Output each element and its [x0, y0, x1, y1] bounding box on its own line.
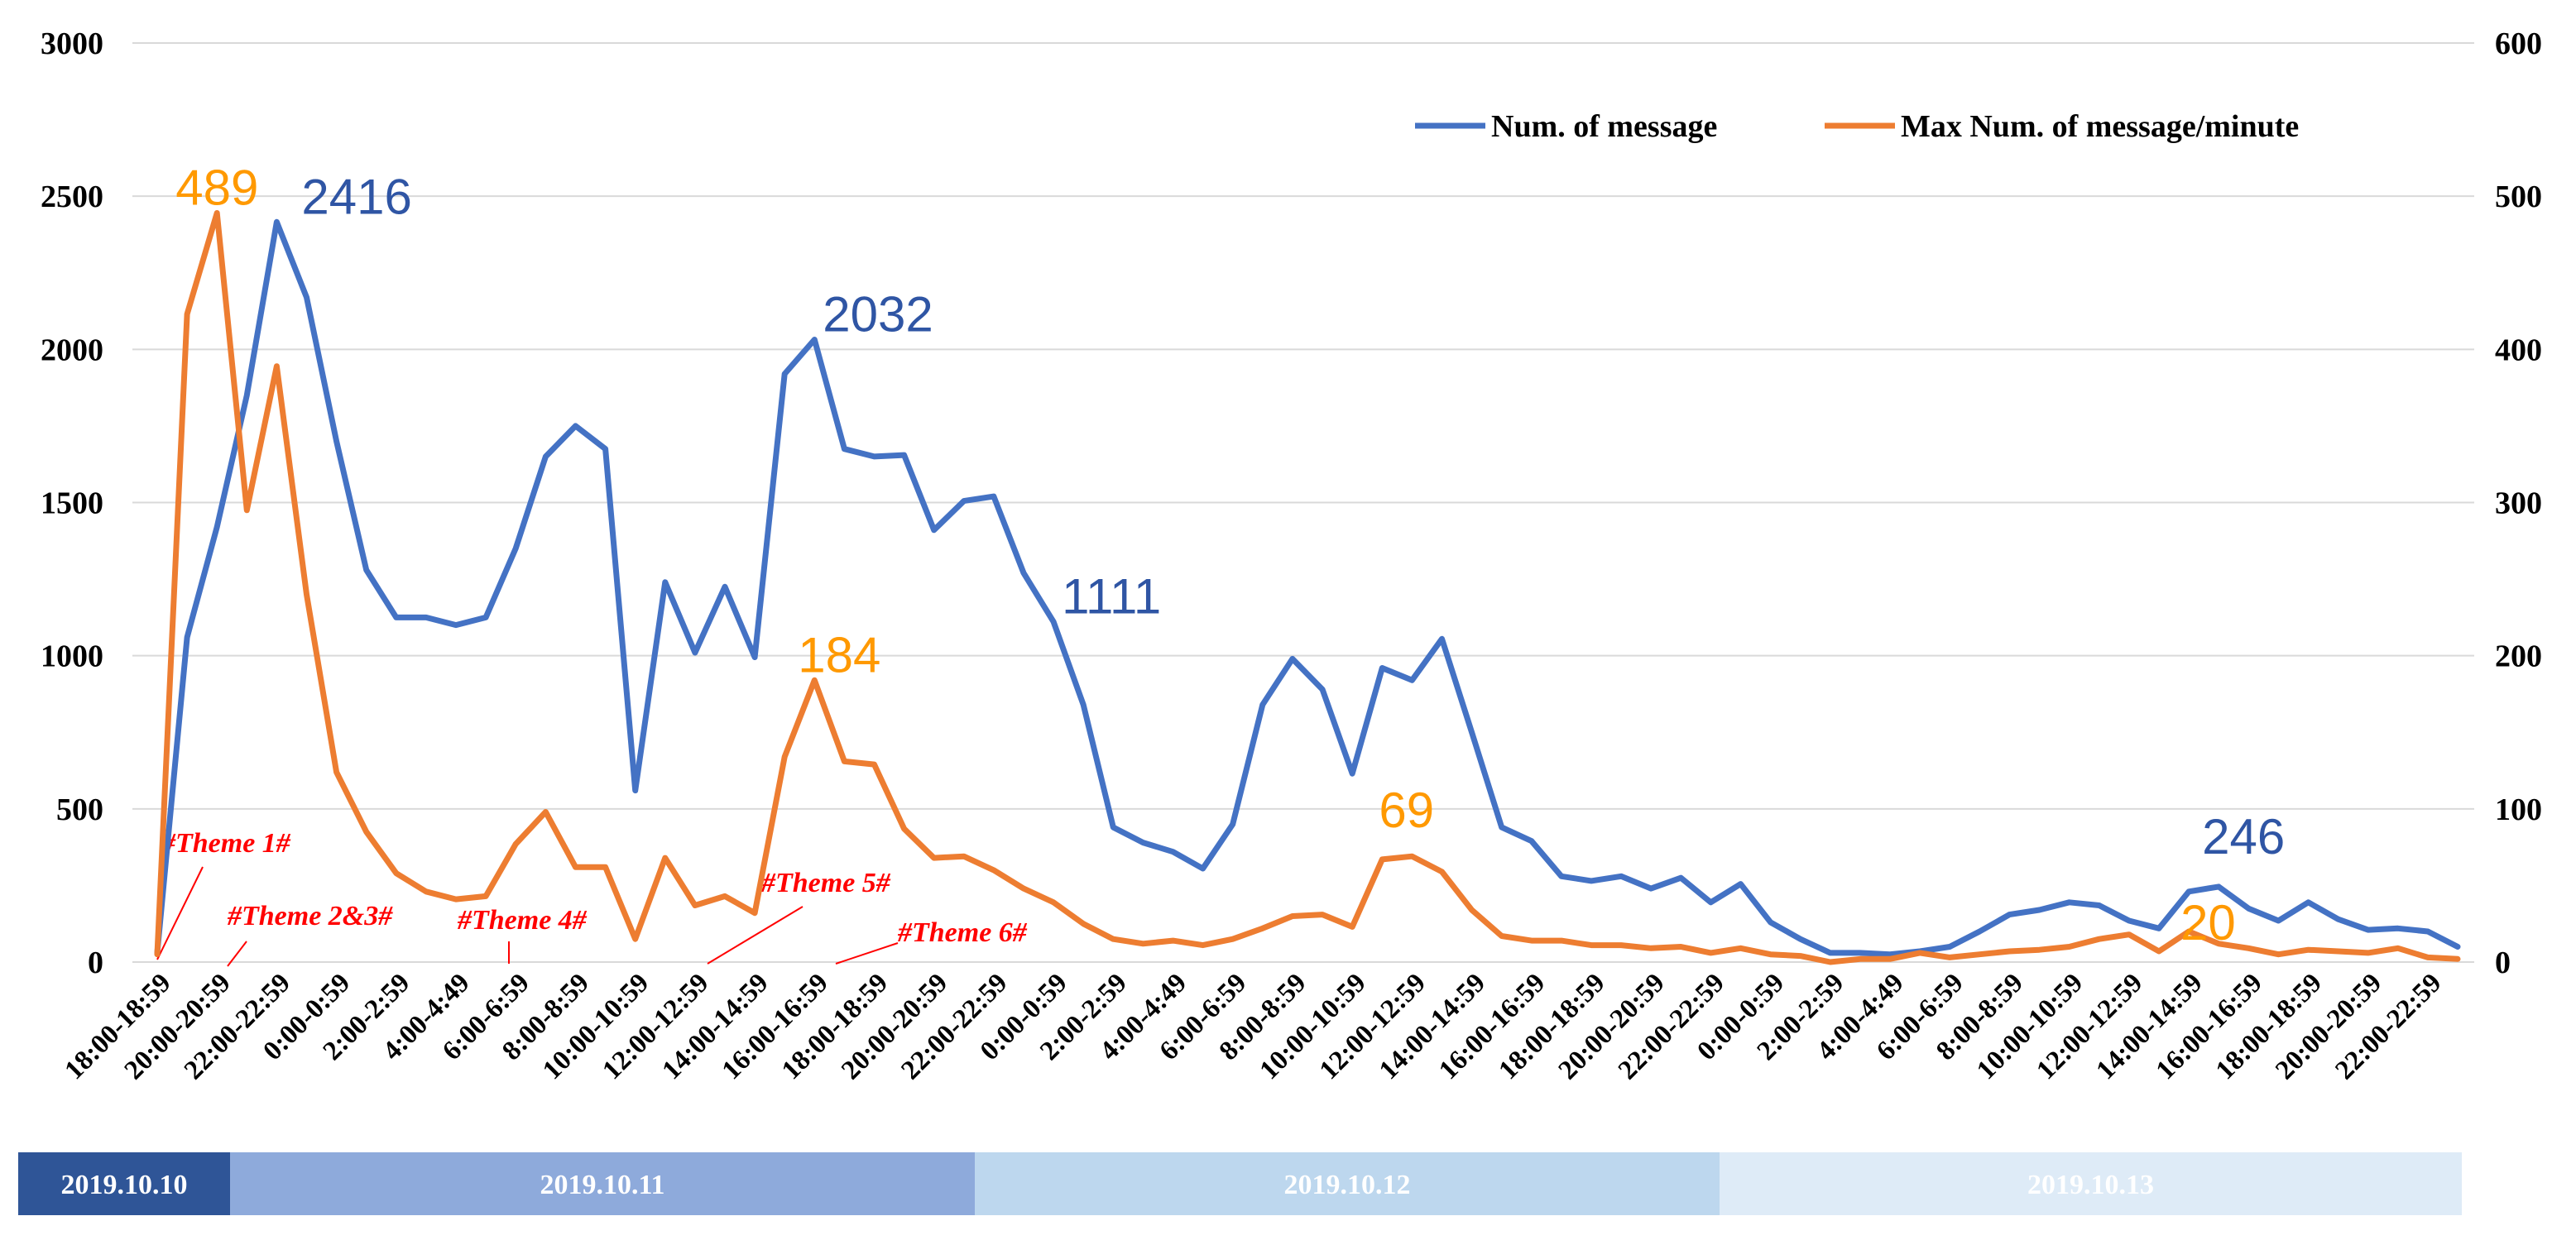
- date-band: [230, 1152, 975, 1215]
- left-tick-label: 2500: [41, 180, 103, 214]
- peak-label: 1111: [1062, 569, 1161, 625]
- legend-label: Max Num. of message/minute: [1901, 109, 2299, 144]
- x-axis-ticks: 18:00-18:5920:00-20:5922:00-22:590:00-0:…: [60, 968, 2448, 1085]
- peak-label: 489: [175, 160, 258, 216]
- left-tick-label: 500: [56, 792, 103, 827]
- peak-label: 2416: [301, 169, 411, 224]
- peak-label: 20: [2180, 895, 2236, 950]
- theme-leader-line: [707, 906, 804, 965]
- date-bands: 2019.10.10 2019.10.11 2019.10.12 2019.10.13: [18, 1152, 2462, 1215]
- gridlines: [132, 42, 2474, 963]
- right-tick-label: 300: [2495, 486, 2542, 521]
- peak-labels: 489 2416 2032 184 1111 69 246 20: [175, 160, 2285, 950]
- right-tick-label: 500: [2495, 180, 2542, 214]
- left-tick-label: 3000: [41, 26, 103, 61]
- date-band-label: 2019.10.11: [540, 1170, 664, 1200]
- right-tick-label: 200: [2495, 639, 2542, 674]
- theme-annotations: #Theme 1# #Theme 2&3# #Theme 4# #Theme 5##T…: [156, 828, 1028, 967]
- right-tick-label: 400: [2495, 333, 2542, 367]
- right-axis-ticks: 0 100 200 300 400 500 600: [2495, 26, 2542, 980]
- left-axis-ticks: 0 500 1000 1500 2000 2500 3000: [41, 26, 103, 980]
- series-line-max-per-minute: [154, 210, 2461, 965]
- left-tick-label: 0: [88, 946, 103, 980]
- date-band: [18, 1152, 230, 1215]
- peak-label: 69: [1379, 783, 1434, 838]
- theme-label: #Theme 6#: [897, 917, 1028, 948]
- legend: Num. of message Max Num. of message/minut…: [1415, 109, 2299, 144]
- peak-label: 184: [798, 627, 880, 682]
- theme-label: #Theme 5#: [760, 868, 891, 898]
- right-tick-label: 100: [2495, 792, 2542, 827]
- left-tick-label: 1500: [41, 486, 103, 521]
- right-tick-label: 0: [2495, 946, 2511, 980]
- peak-label: 2032: [823, 286, 933, 342]
- left-tick-label: 1000: [41, 639, 103, 674]
- date-band: [1720, 1152, 2462, 1215]
- theme-leader-line: [227, 941, 247, 967]
- date-band: [975, 1152, 1720, 1215]
- peak-label: 246: [2202, 809, 2285, 864]
- theme-label: #Theme 2&3#: [227, 901, 393, 931]
- left-tick-label: 2000: [41, 333, 103, 367]
- date-band-label: 2019.10.13: [2027, 1170, 2154, 1200]
- theme-label: #Theme 1#: [161, 828, 291, 859]
- series-lines: [154, 210, 2461, 965]
- legend-label: Num. of message: [1491, 109, 1717, 144]
- date-band-label: 2019.10.12: [1284, 1170, 1411, 1200]
- theme-label: #Theme 4#: [457, 905, 588, 936]
- date-band-label: 2019.10.10: [61, 1170, 188, 1200]
- theme-leader-line: [835, 942, 899, 965]
- right-tick-label: 600: [2495, 26, 2542, 61]
- theme-leader-line: [156, 866, 204, 960]
- series-line-num-message: [154, 218, 2461, 958]
